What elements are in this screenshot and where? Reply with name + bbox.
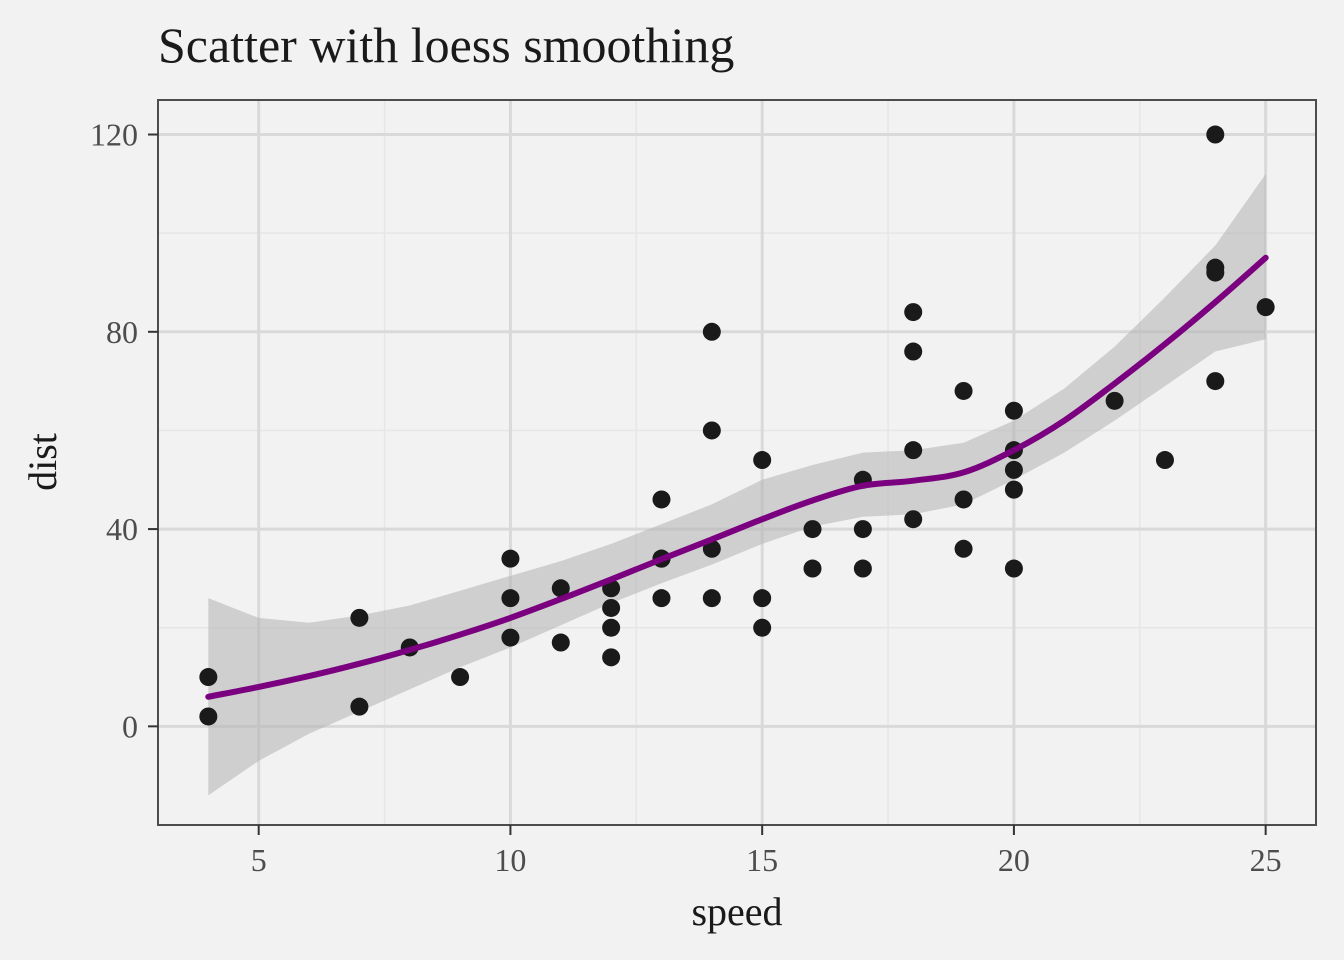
- data-point: [853, 520, 872, 539]
- data-point: [753, 589, 772, 608]
- data-point: [199, 668, 218, 687]
- y-tick-label: 80: [106, 314, 138, 350]
- data-point: [602, 598, 621, 617]
- y-tick-label: 40: [106, 511, 138, 547]
- data-point: [551, 633, 570, 652]
- data-point: [652, 490, 671, 509]
- data-point: [350, 608, 369, 627]
- data-point: [904, 441, 923, 460]
- data-point: [904, 510, 923, 529]
- data-point: [602, 648, 621, 667]
- data-point: [853, 559, 872, 578]
- data-point: [1105, 391, 1124, 410]
- data-point: [1004, 460, 1023, 479]
- data-point: [803, 559, 822, 578]
- data-point: [904, 342, 923, 361]
- x-tick-label: 5: [251, 842, 267, 878]
- data-point: [1004, 480, 1023, 499]
- data-point: [451, 668, 470, 687]
- x-axis-title: speed: [691, 889, 782, 934]
- data-point: [1256, 298, 1275, 317]
- data-point: [501, 549, 520, 568]
- data-point: [652, 589, 671, 608]
- data-point: [501, 628, 520, 647]
- data-point: [1004, 559, 1023, 578]
- data-points: [199, 125, 1275, 726]
- chart-title: Scatter with loess smoothing: [158, 17, 734, 73]
- data-point: [904, 303, 923, 322]
- y-tick-label: 0: [122, 708, 138, 744]
- loess-smooth-line: [205, 254, 1269, 700]
- data-point: [1206, 125, 1225, 144]
- x-tick-label: 15: [746, 842, 778, 878]
- data-point: [602, 618, 621, 637]
- data-point: [702, 589, 721, 608]
- data-point: [350, 697, 369, 716]
- x-tick-label: 25: [1250, 842, 1282, 878]
- data-point: [753, 618, 772, 637]
- x-tick-label: 20: [998, 842, 1030, 878]
- x-tick-label: 10: [494, 842, 526, 878]
- data-point: [954, 490, 973, 509]
- y-axis-ticks: 0 40 80 120: [90, 117, 158, 744]
- data-point: [1155, 451, 1174, 470]
- data-point: [954, 381, 973, 400]
- data-point: [954, 539, 973, 558]
- data-point: [702, 421, 721, 440]
- data-point: [1206, 258, 1225, 277]
- data-point: [501, 589, 520, 608]
- data-point: [753, 451, 772, 470]
- panel-border: [157, 99, 1317, 826]
- data-point: [199, 707, 218, 726]
- x-axis-ticks: 5 10 15 20 25: [251, 825, 1282, 878]
- data-point: [1004, 401, 1023, 420]
- confidence-ribbon: [208, 174, 1266, 796]
- y-tick-label: 120: [90, 117, 138, 153]
- data-point: [551, 579, 570, 598]
- data-point: [702, 322, 721, 341]
- y-axis-title: dist: [20, 433, 65, 491]
- data-point: [803, 520, 822, 539]
- data-point: [1206, 372, 1225, 391]
